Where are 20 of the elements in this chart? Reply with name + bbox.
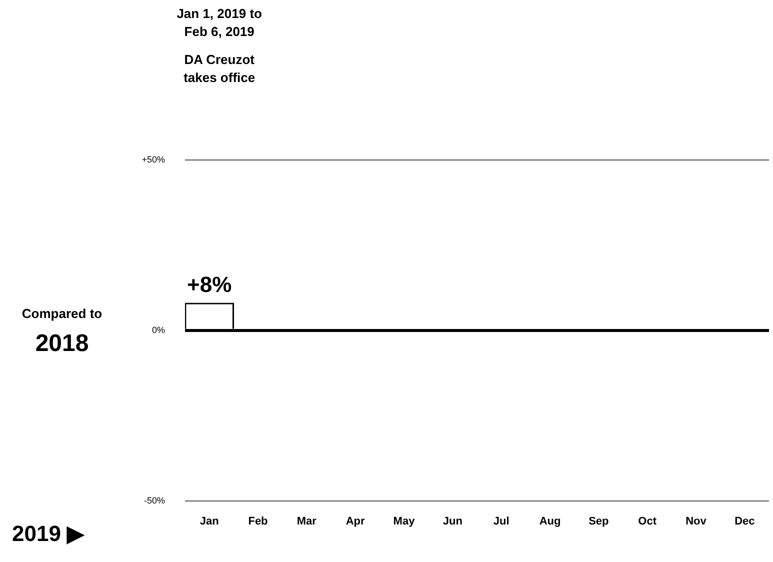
y-tick-label: 0% (152, 324, 165, 335)
x-tick-label: Dec (734, 515, 755, 528)
text: DA Creuzot takes office (184, 52, 256, 86)
x-tick-label: Sep (588, 515, 610, 528)
y-axis-title: Compared to 2018 (22, 306, 102, 358)
x-tick-label: May (393, 515, 416, 528)
x-tick-label: Feb (248, 515, 268, 528)
text: Jan 1, 2019 to Feb 6, 2019 (176, 6, 262, 40)
x-tick-label: Jul (493, 515, 510, 528)
x-tick-label: Apr (346, 515, 366, 528)
x-tick-label: Oct (638, 515, 657, 528)
x-tick-label: Aug (539, 515, 561, 528)
x-tick-label: Nov (686, 515, 708, 528)
x-tick-label: Jun (442, 515, 463, 528)
x-tick-label: Mar (296, 515, 318, 528)
x-tick-label: Jan (200, 515, 220, 528)
y-tick-label: -50% (144, 495, 165, 506)
y-tick-label: +50% (142, 154, 165, 164)
x-axis-title: 2019 ▶ (12, 520, 86, 546)
data-label: +8% (187, 272, 232, 298)
